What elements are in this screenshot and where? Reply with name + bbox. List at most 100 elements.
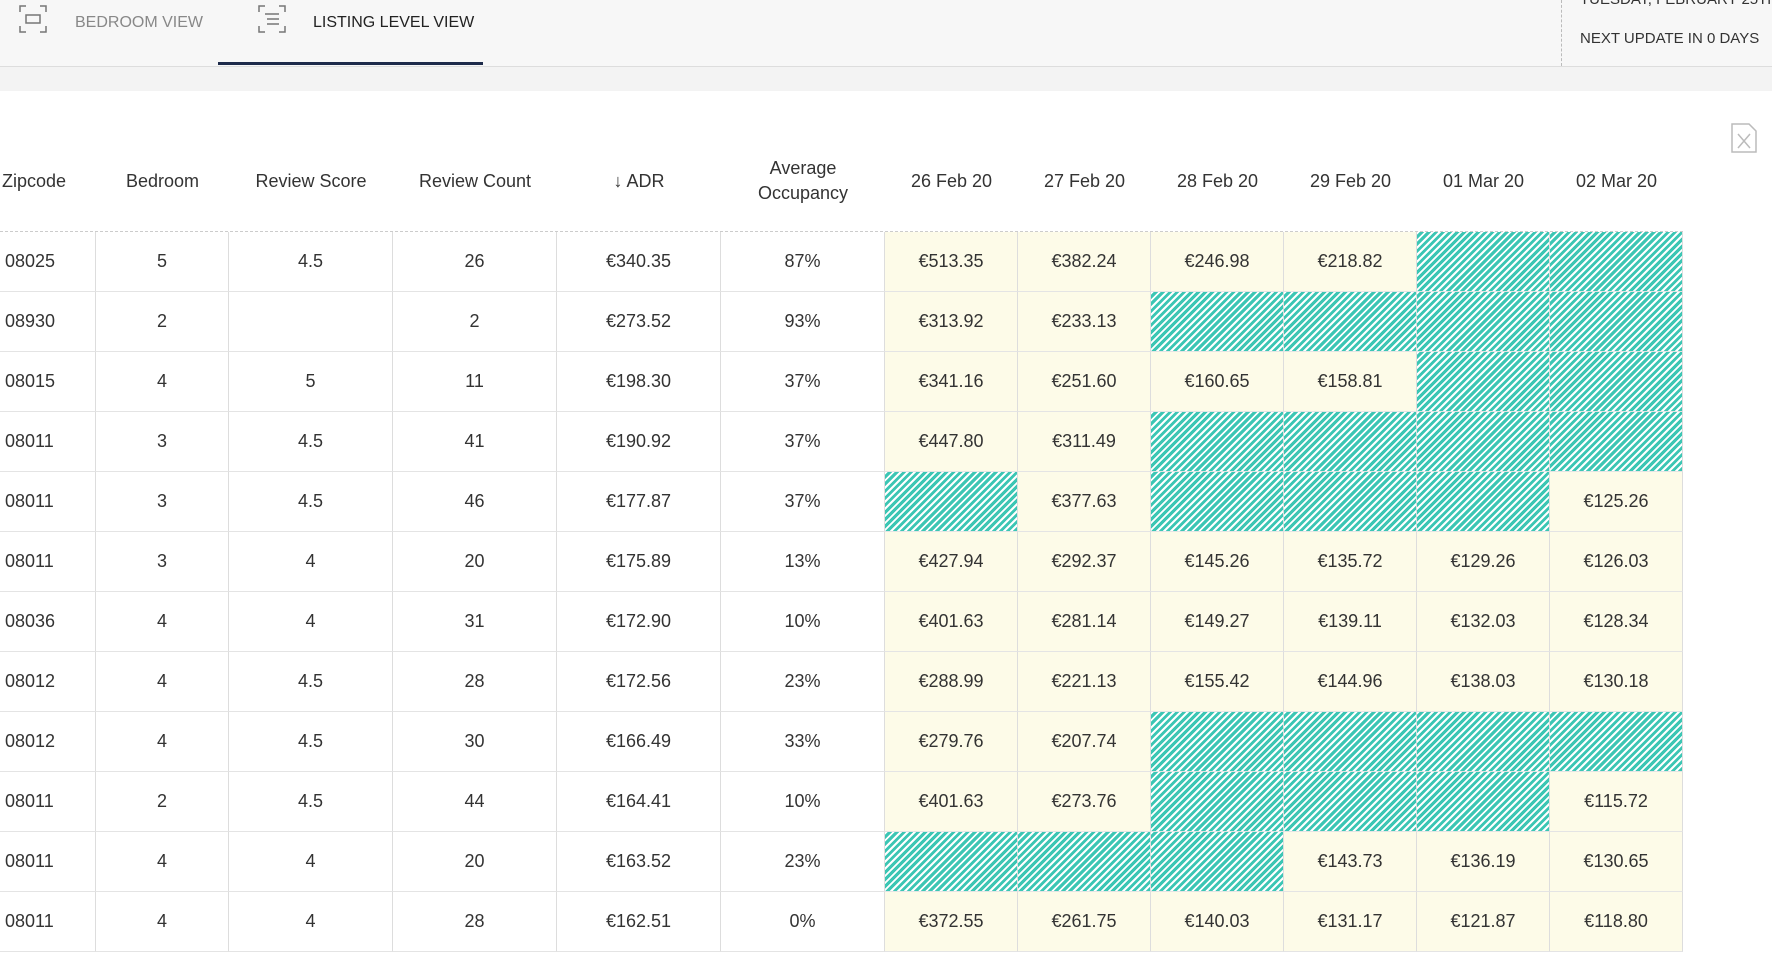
price-cell: €138.03 bbox=[1417, 652, 1550, 712]
tab-underline bbox=[218, 62, 483, 65]
table-cell: 4.5 bbox=[229, 652, 393, 712]
price-cell: €149.27 bbox=[1151, 592, 1284, 652]
booked-cell bbox=[1151, 832, 1284, 892]
table-cell: €163.52 bbox=[557, 832, 721, 892]
table-cell: 08011 bbox=[0, 472, 96, 532]
spacer bbox=[0, 67, 1772, 91]
price-cell: €136.19 bbox=[1417, 832, 1550, 892]
price-cell: €121.87 bbox=[1417, 892, 1550, 952]
table-cell: 20 bbox=[393, 832, 557, 892]
table-cell: 46 bbox=[393, 472, 557, 532]
table-cell: 23% bbox=[721, 652, 885, 712]
table-cell: 23% bbox=[721, 832, 885, 892]
table-cell: 3 bbox=[96, 532, 229, 592]
table-cell: 08036 bbox=[0, 592, 96, 652]
price-cell: €279.76 bbox=[885, 712, 1018, 772]
price-cell: €372.55 bbox=[885, 892, 1018, 952]
price-cell: €207.74 bbox=[1018, 712, 1151, 772]
price-cell: €118.80 bbox=[1550, 892, 1683, 952]
price-cell: €128.34 bbox=[1550, 592, 1683, 652]
excel-export[interactable] bbox=[1730, 122, 1758, 154]
price-cell: €246.98 bbox=[1151, 232, 1284, 292]
table-cell: 2 bbox=[96, 772, 229, 832]
table-cell: 4.5 bbox=[229, 772, 393, 832]
booked-cell bbox=[1151, 292, 1284, 352]
table-cell: 4 bbox=[229, 892, 393, 952]
price-cell: €313.92 bbox=[885, 292, 1018, 352]
booked-cell bbox=[1550, 292, 1683, 352]
table-cell: 37% bbox=[721, 352, 885, 412]
column-header: Bedroom bbox=[125, 170, 200, 191]
price-cell: €155.42 bbox=[1151, 652, 1284, 712]
price-cell: €513.35 bbox=[885, 232, 1018, 292]
price-cell: €233.13 bbox=[1018, 292, 1151, 352]
price-cell: €125.26 bbox=[1550, 472, 1683, 532]
table-cell: 4 bbox=[229, 592, 393, 652]
column-header[interactable]: ↓ ADR bbox=[613, 170, 665, 191]
table-cell: 44 bbox=[393, 772, 557, 832]
column-header: 28 Feb 20 bbox=[1176, 170, 1259, 191]
status-date: TUESDAY, FEBRUARY 25TH bbox=[1580, 0, 1772, 8]
table-cell: 5 bbox=[96, 232, 229, 292]
table-cell: 33% bbox=[721, 712, 885, 772]
column-header: 26 Feb 20 bbox=[910, 170, 993, 191]
booked-cell bbox=[1417, 712, 1550, 772]
table-cell: 4 bbox=[229, 532, 393, 592]
booked-cell bbox=[1284, 292, 1417, 352]
table-cell: 3 bbox=[96, 412, 229, 472]
price-cell: €143.73 bbox=[1284, 832, 1417, 892]
table-cell: 3 bbox=[96, 472, 229, 532]
table-cell: 08012 bbox=[0, 652, 96, 712]
tab[interactable]: LISTING LEVEL VIEW bbox=[313, 14, 475, 31]
price-cell: €401.63 bbox=[885, 772, 1018, 832]
price-cell: €129.26 bbox=[1417, 532, 1550, 592]
price-cell: €427.94 bbox=[885, 532, 1018, 592]
table-cell: 4.5 bbox=[229, 232, 393, 292]
table-cell: 08011 bbox=[0, 832, 96, 892]
price-cell: €288.99 bbox=[885, 652, 1018, 712]
table-cell: 2 bbox=[393, 292, 557, 352]
booked-cell bbox=[885, 832, 1018, 892]
price-cell: €131.17 bbox=[1284, 892, 1417, 952]
table-cell: 2 bbox=[96, 292, 229, 352]
booked-cell bbox=[1284, 472, 1417, 532]
booked-cell bbox=[1284, 412, 1417, 472]
divider bbox=[1561, 0, 1562, 66]
booked-cell bbox=[1550, 352, 1683, 412]
column-header: 02 Mar 20 bbox=[1575, 170, 1658, 191]
listing-icon bbox=[258, 5, 286, 33]
price-cell: €292.37 bbox=[1018, 532, 1151, 592]
price-cell: €341.16 bbox=[885, 352, 1018, 412]
table-cell: €273.52 bbox=[557, 292, 721, 352]
table-cell: €190.92 bbox=[557, 412, 721, 472]
table-cell: 08011 bbox=[0, 412, 96, 472]
table-cell: 08025 bbox=[0, 232, 96, 292]
booked-cell bbox=[1151, 472, 1284, 532]
price-cell: €273.76 bbox=[1018, 772, 1151, 832]
booked-cell bbox=[1550, 232, 1683, 292]
price-cell: €281.14 bbox=[1018, 592, 1151, 652]
table-cell: 08011 bbox=[0, 772, 96, 832]
price-cell: €144.96 bbox=[1284, 652, 1417, 712]
table-cell: €164.41 bbox=[557, 772, 721, 832]
table-cell: €166.49 bbox=[557, 712, 721, 772]
table-cell: 4 bbox=[96, 592, 229, 652]
table-cell: 4.5 bbox=[229, 412, 393, 472]
table-cell: €175.89 bbox=[557, 532, 721, 592]
booked-cell bbox=[1550, 712, 1683, 772]
table-cell: 0% bbox=[721, 892, 885, 952]
table-cell: 4 bbox=[96, 652, 229, 712]
table-cell: 28 bbox=[393, 652, 557, 712]
price-cell: €447.80 bbox=[885, 412, 1018, 472]
table-cell: 28 bbox=[393, 892, 557, 952]
table-cell: 08011 bbox=[0, 532, 96, 592]
price-cell: €130.18 bbox=[1550, 652, 1683, 712]
table-cell: 11 bbox=[393, 352, 557, 412]
table-cell: €177.87 bbox=[557, 472, 721, 532]
tab[interactable]: BEDROOM VIEW bbox=[75, 14, 204, 31]
table-cell: 4 bbox=[229, 832, 393, 892]
column-header: 27 Feb 20 bbox=[1043, 170, 1126, 191]
booked-cell bbox=[1284, 712, 1417, 772]
price-cell: €139.11 bbox=[1284, 592, 1417, 652]
table-cell: 37% bbox=[721, 472, 885, 532]
